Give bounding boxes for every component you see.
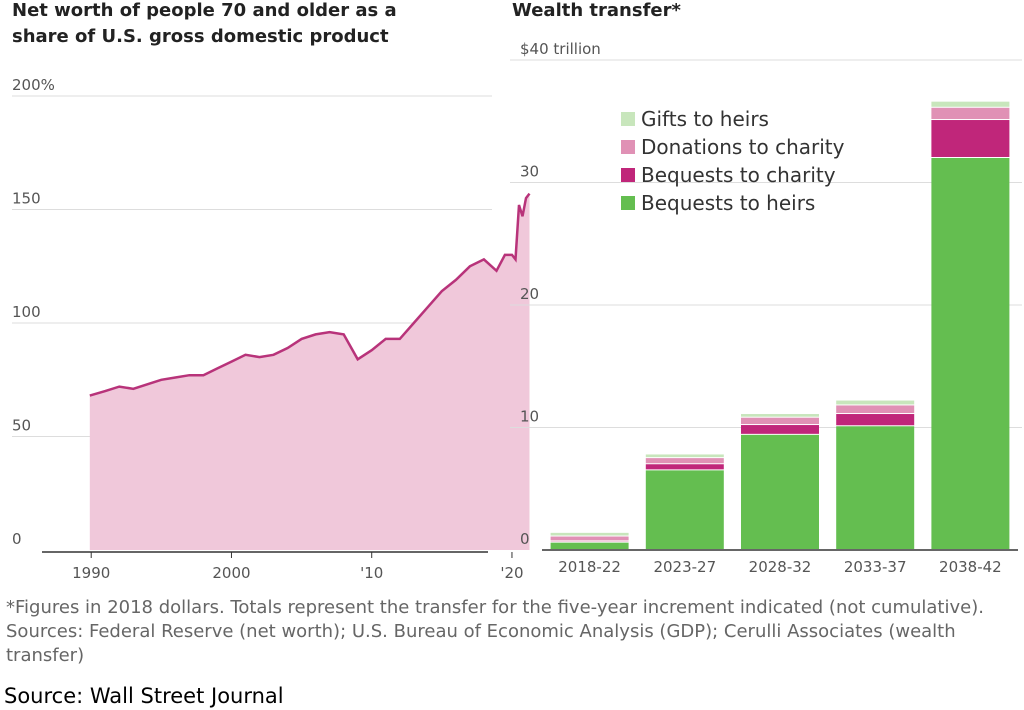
y-tick-label: 0 [520,530,530,548]
legend-swatch [621,168,635,182]
y-tick-label: 20 [520,285,539,303]
bar-segment [836,414,915,426]
legend-label: Gifts to heirs [641,107,769,131]
legend-swatch [621,140,635,154]
bar-segment [645,458,724,464]
bar-segment [931,158,1010,549]
y-tick-label: 100 [12,303,41,321]
x-tick-label: 2000 [212,564,250,582]
x-tick-label: '10 [360,564,383,582]
legend-label: Bequests to heirs [641,191,815,215]
line [89,192,531,397]
y-tick-label: 0 [12,530,22,548]
x-tick-label: 2023-27 [653,558,716,576]
x-tick-label: '20 [500,564,523,582]
bar-segment [836,400,915,405]
bar-segment [645,454,724,458]
x-tick-label: 1990 [72,564,110,582]
x-tick-label: 2018-22 [558,558,621,576]
bar-segment [931,101,1010,107]
legend-label: Donations to charity [641,135,845,159]
y-tick-label: 200% [12,76,55,94]
x-tick-label: 2038-42 [939,558,1002,576]
footnote: *Figures in 2018 dollars. Totals represe… [6,597,984,666]
legend-swatch [621,196,635,210]
bar-segment [645,464,724,470]
bar-segment [836,426,915,549]
bar-segment [741,414,819,417]
bar-segment [836,405,915,414]
y-tick-label: 30 [520,163,539,181]
y-tick-label: 150 [12,190,41,208]
bar-segment [550,532,629,536]
y-tick-label: $40 trillion [520,40,601,58]
credit: Source: Wall Street Journal [4,684,284,708]
x-tick-label: 2028-32 [749,558,812,576]
y-tick-label: 50 [12,417,31,435]
bar-segment [550,542,629,549]
chart-title: Net worth of people 70 and older as a sh… [12,0,397,47]
bar-segment [550,536,629,541]
bar-segment [741,417,819,425]
legend-swatch [621,112,635,126]
y-tick-label: 10 [520,408,539,426]
bar-segment [741,425,819,434]
x-tick-label: 2033-37 [844,558,907,576]
chart-title: Wealth transfer* [512,0,681,21]
bar-segment [931,120,1010,157]
legend-label: Bequests to charity [641,163,836,187]
bar-segment [645,470,724,549]
bar-segment [931,107,1010,120]
area [89,193,530,550]
bar-segment [741,434,819,549]
